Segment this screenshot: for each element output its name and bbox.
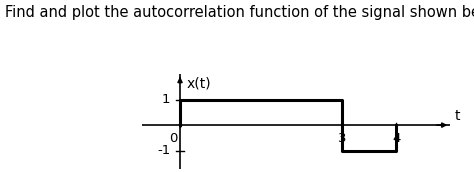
Text: 1: 1: [162, 93, 170, 106]
Text: 0: 0: [169, 132, 178, 145]
Text: x(t): x(t): [187, 77, 211, 90]
Text: -1: -1: [157, 144, 170, 157]
Text: 3: 3: [338, 132, 346, 145]
Text: Find and plot the autocorrelation function of the signal shown below.: Find and plot the autocorrelation functi…: [5, 5, 474, 20]
Text: 4: 4: [392, 132, 401, 145]
Text: t: t: [455, 109, 460, 123]
